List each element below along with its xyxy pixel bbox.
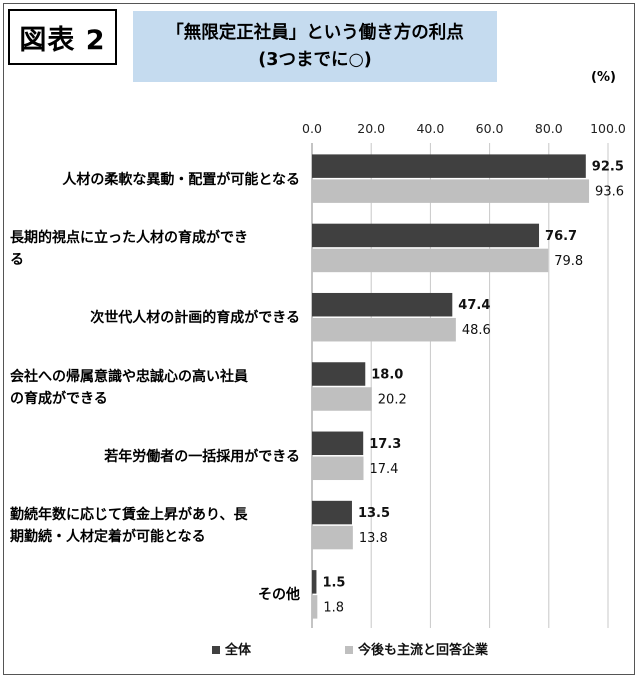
legend-swatch [212, 646, 220, 654]
category-label-line: 若年労働者の一括採用ができる [104, 448, 300, 465]
bar [312, 362, 366, 386]
category-label-line: 勤続年数に応じて賃金上昇があり、長 [10, 507, 248, 524]
category-label: 長期的視点に立った人材の育成ができる [10, 227, 300, 271]
x-tick-label: 60.0 [476, 121, 504, 136]
category-label-line: その他 [258, 587, 300, 604]
bar [312, 223, 540, 248]
category-label: 若年労働者の一括採用ができる [10, 446, 300, 468]
data-label: 1.5 [322, 575, 345, 590]
bar [312, 154, 586, 178]
x-tick-label: 80.0 [535, 121, 563, 136]
category-label: その他 [10, 584, 300, 606]
bar [312, 317, 456, 342]
category-label: 勤続年数に応じて賃金上昇があり、長 期勤続・人材定着が可能となる [10, 504, 300, 548]
category-label: 次世代人材の計画的育成ができる [10, 307, 300, 329]
data-label: 13.8 [359, 531, 388, 546]
unit-label: (%) [591, 70, 616, 85]
x-tick-label: 100.0 [590, 121, 626, 136]
bar [312, 292, 453, 317]
category-label-line: 人材の柔軟な異動・配置が可能となる [62, 171, 300, 188]
chart-title-line2: (3つまでに○) [258, 49, 372, 70]
data-label: 18.0 [371, 368, 403, 383]
figure-label: 図表 2 [8, 9, 117, 65]
data-label: 17.3 [369, 437, 401, 452]
data-label: 13.5 [358, 506, 390, 521]
category-label: 人材の柔軟な異動・配置が可能となる [10, 169, 300, 191]
data-label: 48.6 [462, 323, 491, 338]
data-label: 17.4 [370, 462, 399, 477]
category-label-line: 会社への帰属意識や忠誠心の高い社員 [10, 368, 248, 385]
chart-title-line1: 「無限定正社員」という働き方の利点 [166, 22, 464, 43]
bar [312, 248, 549, 273]
x-tick-label: 0.0 [302, 121, 322, 136]
data-label: 76.7 [545, 229, 577, 244]
data-label: 92.5 [592, 160, 624, 175]
data-label: 20.2 [378, 393, 407, 408]
legend-label: 今後も主流と回答企業 [357, 642, 489, 658]
category-label-line: 次世代人材の計画的育成ができる [90, 310, 300, 327]
bar [312, 179, 590, 203]
category-label-line: の育成ができる [10, 390, 108, 407]
legend-label: 全体 [224, 642, 252, 658]
data-label: 47.4 [458, 298, 490, 313]
category-label-line: 期勤続・人材定着が可能となる [10, 529, 206, 546]
x-tick-label: 40.0 [416, 121, 444, 136]
bar [312, 595, 318, 619]
bar [312, 431, 364, 456]
data-label: 93.6 [595, 185, 624, 200]
bar [312, 525, 353, 550]
category-label-line: る [10, 251, 24, 268]
category-label-line: 長期的視点に立った人材の育成ができ [10, 229, 248, 246]
bar [312, 500, 352, 525]
data-label: 1.8 [323, 600, 344, 615]
bar [312, 456, 364, 481]
x-tick-label: 20.0 [357, 121, 385, 136]
data-label: 79.8 [554, 254, 583, 269]
bar [312, 387, 372, 411]
chart-title-box: 「無限定正社員」という働き方の利点 (3つまでに○) [133, 11, 497, 82]
category-label: 会社への帰属意識や忠誠心の高い社員 の育成ができる [10, 366, 300, 410]
legend-swatch [345, 646, 353, 654]
bar [312, 570, 317, 594]
